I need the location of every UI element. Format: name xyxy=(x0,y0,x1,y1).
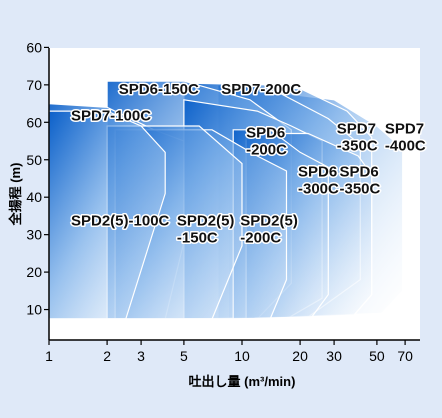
x-tick-label: 70 xyxy=(397,348,413,364)
y-tick-label: 10 xyxy=(26,302,42,318)
y-axis-title: 全揚程 (m) xyxy=(8,163,23,227)
x-tick-label: 2 xyxy=(103,348,111,364)
x-tick-label: 20 xyxy=(292,348,308,364)
x-tick-label: 10 xyxy=(234,348,250,364)
y-tick-group: 10 20 30 40 50 60 70 60 xyxy=(26,39,49,318)
x-tick-label: 50 xyxy=(369,348,385,364)
y-tick-label: 50 xyxy=(26,152,42,168)
region-label-spd6-150c: SPD6-150C xyxy=(119,81,199,98)
x-axis-title: 吐出し量 (m³/min) xyxy=(189,374,296,389)
x-tick-label: 1 xyxy=(45,348,53,364)
region-label-spd2-5-200c: SPD2(5) -200C xyxy=(240,212,298,246)
region-label-spd6-200c: SPD6 -200C xyxy=(246,124,287,158)
x-tick-label: 3 xyxy=(137,348,145,364)
x-tick-group: 1 2 3 5 10 20 30 50 70 xyxy=(45,340,413,364)
region-label-spd2-5-150c: SPD2(5) -150C xyxy=(177,212,235,246)
region-label-spd7-200c: SPD7-200C xyxy=(221,81,301,98)
region-label-spd7-100c: SPD7-100C xyxy=(71,107,151,124)
x-tick-label: 30 xyxy=(326,348,342,364)
y-tick-label: 60 xyxy=(26,114,42,130)
y-tick-label: 40 xyxy=(26,189,42,205)
region-label-spd6-350c: SPD6 -350C xyxy=(340,164,381,198)
region-spd2-5-100c xyxy=(48,110,166,320)
y-tick-label: 30 xyxy=(26,227,42,243)
region-label-spd7-350c: SPD7 -350C xyxy=(337,121,378,155)
x-tick-label: 5 xyxy=(180,348,188,364)
y-tick-label: 70 xyxy=(26,77,42,93)
region-label-spd6-300c: SPD6 -300C xyxy=(298,164,339,198)
y-tick-label: 20 xyxy=(26,264,42,280)
region-label-spd2-5-100c: SPD2(5)-100C xyxy=(71,212,170,229)
region-group xyxy=(48,80,404,320)
y-tick-label: 60 xyxy=(26,39,42,55)
region-label-spd7-400c: SPD7 -400C xyxy=(385,121,426,155)
